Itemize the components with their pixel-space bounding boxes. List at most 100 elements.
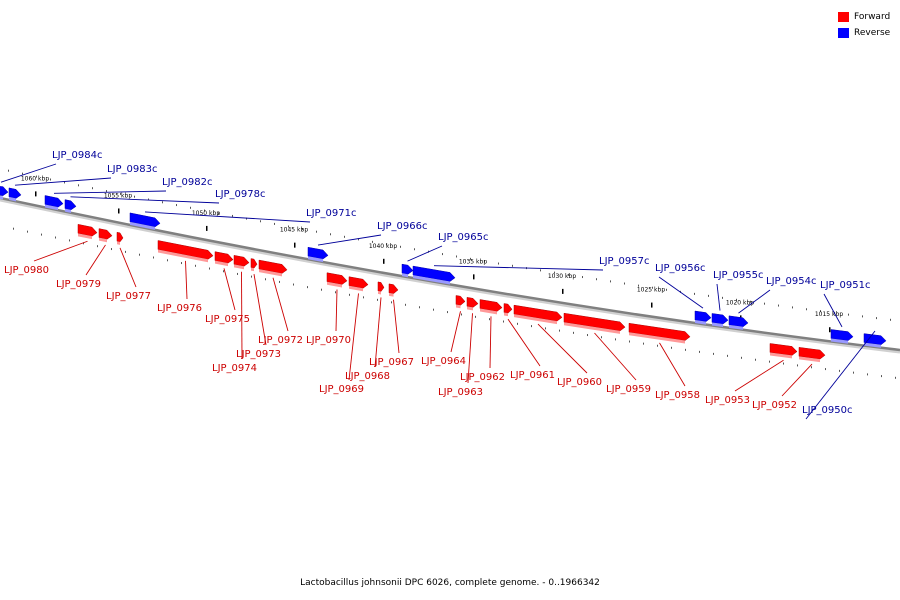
gene-ljp-0953 (769, 343, 798, 356)
gene-label-ljp-0954c: LJP_0954c (766, 276, 817, 287)
minor-tick-lower (41, 233, 42, 236)
minor-tick-upper (64, 181, 65, 184)
gene-leader-line (594, 332, 637, 381)
gene-leader-line (33, 240, 88, 262)
gene-ljp-0967 (388, 283, 399, 294)
gene-ljp-0982c (44, 195, 64, 208)
gene-ljp-0975 (214, 251, 234, 264)
gene-label-ljp-0979: LJP_0979 (56, 279, 101, 290)
minor-tick-upper (22, 172, 23, 175)
minor-tick-lower (111, 248, 112, 251)
gene-leader-line (467, 313, 473, 384)
gene-label-ljp-0965c: LJP_0965c (438, 232, 489, 243)
gene-shadow (9, 196, 16, 202)
gene-label-ljp-0970: LJP_0970 (306, 335, 351, 346)
kbp-tick-label: 1035 kbp (459, 258, 487, 265)
gene-ljp-0984c (0, 186, 9, 196)
kbp-tick (118, 208, 120, 214)
gene-ljp-0959 (563, 312, 626, 332)
gene-leader-line (407, 245, 443, 262)
minor-tick-upper (484, 260, 485, 263)
gene-shadow (378, 290, 381, 295)
minor-tick-lower (391, 301, 392, 304)
minor-tick-upper (218, 212, 219, 215)
gene-label-ljp-0967: LJP_0967 (369, 357, 414, 368)
minor-tick-lower (447, 311, 448, 314)
minor-tick-lower (797, 364, 798, 367)
gene-shadow (514, 314, 557, 325)
gene-ljp-0974 (233, 255, 250, 267)
minor-tick-upper (260, 220, 261, 223)
minor-tick-lower (503, 320, 504, 323)
minor-tick-upper (232, 214, 233, 217)
minor-tick-lower (545, 327, 546, 330)
minor-tick-lower (153, 256, 154, 259)
gene-ljp-0954c (728, 315, 749, 328)
minor-tick-upper (92, 187, 93, 190)
minor-tick-lower (321, 288, 322, 291)
gene-leader-line (659, 342, 686, 387)
gene-leader-line (433, 265, 604, 271)
gene-label-ljp-0980: LJP_0980 (4, 265, 49, 276)
gene-ljp-0951c (830, 329, 854, 341)
gene-ljp-0979 (98, 228, 113, 240)
legend-forward: Forward (838, 9, 890, 25)
gene-label-ljp-0963: LJP_0963 (438, 387, 483, 398)
minor-tick-upper (764, 302, 765, 305)
gene-ljp-0976 (157, 240, 214, 260)
gene-ljp-0966c (307, 246, 329, 260)
minor-tick-upper (358, 238, 359, 241)
gene-label-ljp-0961: LJP_0961 (510, 370, 555, 381)
minor-tick-upper (288, 225, 289, 228)
gene-shadow (0, 195, 3, 200)
minor-tick-upper (330, 233, 331, 236)
reverse-label: Reverse (854, 28, 891, 38)
minor-tick-lower (237, 272, 238, 275)
gene-ljp-0963 (466, 297, 479, 308)
gene-leader-line (734, 359, 784, 392)
gene-ljp-0978c (64, 199, 77, 211)
minor-tick-upper (666, 288, 667, 291)
kbp-tick-label: 1020 kbp (726, 299, 754, 306)
minor-tick-lower (755, 358, 756, 361)
gene-shadow (467, 306, 473, 311)
gene-ljp-0980 (77, 224, 98, 237)
minor-tick-upper (344, 235, 345, 238)
minor-tick-upper (848, 313, 849, 316)
minor-tick-lower (699, 350, 700, 353)
minor-tick-lower (13, 227, 14, 230)
gene-label-ljp-0983c: LJP_0983c (107, 164, 158, 175)
gene-leader-line (348, 293, 359, 381)
minor-tick-upper (540, 269, 541, 272)
gene-shadow (117, 241, 120, 245)
minor-tick-upper (162, 201, 163, 204)
gene-label-ljp-0969: LJP_0969 (319, 384, 364, 395)
minor-tick-upper (554, 271, 555, 274)
minor-tick-upper (148, 198, 149, 201)
minor-tick-lower (433, 308, 434, 311)
kbp-tick (651, 302, 653, 308)
minor-tick-upper (400, 245, 401, 248)
minor-tick-upper (372, 240, 373, 243)
gene-label-ljp-0958: LJP_0958 (655, 390, 700, 401)
gene-shadow (504, 312, 508, 317)
minor-tick-upper (638, 284, 639, 287)
kbp-tick-label: 1025 kbp (637, 287, 665, 294)
gene-label-ljp-0974: LJP_0974 (212, 363, 257, 374)
gene-leader-line (317, 234, 382, 246)
gene-label-ljp-0976: LJP_0976 (157, 303, 202, 314)
minor-tick-lower (69, 239, 70, 242)
gene-ljp-0961 (503, 303, 513, 314)
minor-tick-upper (204, 209, 205, 212)
gene-leader-line (241, 271, 243, 360)
gene-shadow (389, 292, 394, 297)
minor-tick-upper (694, 292, 695, 295)
minor-tick-upper (50, 178, 51, 181)
minor-tick-upper (806, 308, 807, 311)
gene-shadow (259, 269, 282, 277)
gene-leader-line (507, 318, 541, 367)
minor-tick-lower (811, 366, 812, 369)
minor-tick-upper (876, 317, 877, 320)
minor-tick-upper (414, 248, 415, 251)
